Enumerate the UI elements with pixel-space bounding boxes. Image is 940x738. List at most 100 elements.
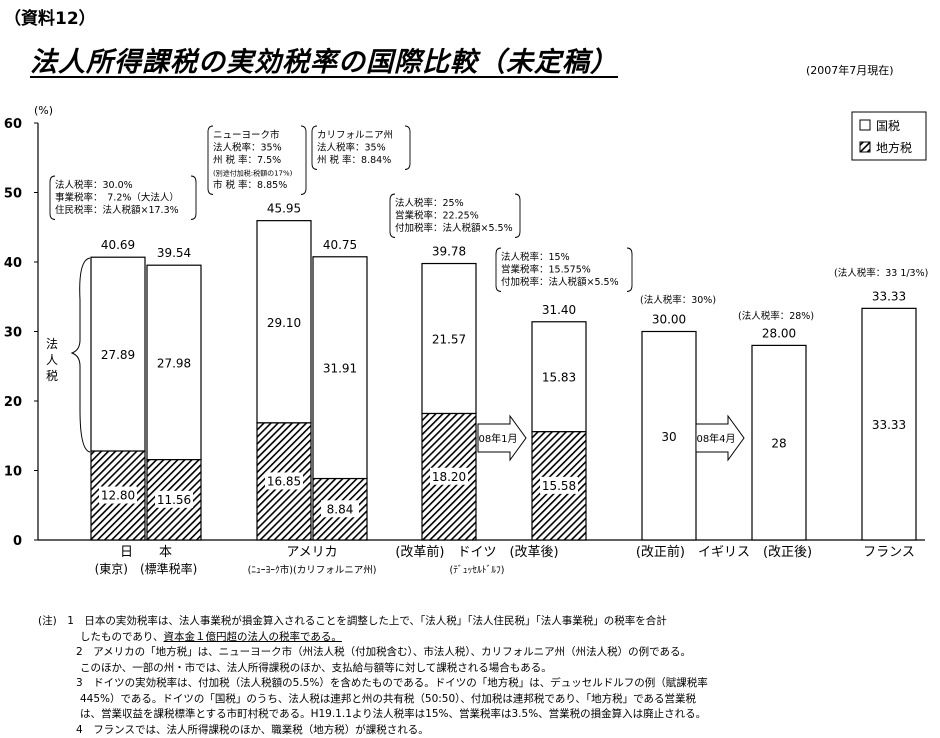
transition-arrow: 08年4月 xyxy=(696,416,744,460)
bar-local-label: 11.56 xyxy=(155,491,193,508)
annotation-callout: 法人税率：15%営業税率：15.575%付加税率：法人税額×5.5% xyxy=(496,248,632,292)
bar-total-value: 30.00 xyxy=(652,313,686,327)
y-tick-label: 20 xyxy=(4,395,22,410)
callout-line: 住民税率：法人税額×17.3% xyxy=(55,204,179,216)
note-text: このほか、一部の州・市では、法人所得課税のほか、支払給与額等に対して課税される場… xyxy=(80,662,552,674)
annotation-callout: (法人税率：33 1/3%) xyxy=(834,267,928,279)
callout-line: 法人税率：35% xyxy=(317,142,386,154)
note-line: (注) 1 日本の実効税率は、法人事業税が損金算入されることを調整した上で、「法… xyxy=(38,614,708,630)
bar-local-label: 16.85 xyxy=(265,472,303,489)
annotation-callout: 法人税率：25%営業税率：22.25%付加税率：法人税額×5.5% xyxy=(390,194,520,238)
annotation-callout: (法人税率：30%) xyxy=(640,294,716,306)
bar-local-label: 18.20 xyxy=(430,468,468,485)
bar-local-value: 16.85 xyxy=(267,474,301,488)
bar-total-value: 31.40 xyxy=(542,303,576,317)
callout-line: 営業税率：22.25% xyxy=(395,210,479,222)
bar-national-value: 27.98 xyxy=(157,356,191,370)
note-text: ドイツの実効税率は、付加税（法人税額の5.5%）を含めたものである。ドイツの「地… xyxy=(93,677,708,689)
bar-national-value: 30 xyxy=(661,430,676,444)
bar-total-value: 40.69 xyxy=(101,238,135,252)
category-label: アメリカ (ﾆｭｰﾖｰｸ市)(カリフォルニア州) xyxy=(248,545,377,576)
callout-bracket-right xyxy=(627,248,632,292)
bar-national-value: 33.33 xyxy=(872,418,906,432)
callout-line: 法人税率：35% xyxy=(213,142,282,154)
note-text: は、営業収益を課税標準とする市町村税である。H19.1.1より法人税率は15%、… xyxy=(80,708,706,720)
bar-total-value: 39.78 xyxy=(432,245,466,259)
bar-total-value: 28.00 xyxy=(762,326,796,340)
callout-line: カリフォルニア州 xyxy=(317,130,393,141)
callout-bracket-right xyxy=(515,194,520,238)
note-text: 445%）である。ドイツの「国税」のうち、法人税は連邦と州の共有税（50:50）… xyxy=(80,693,696,705)
callout-line: 州 税 率：8.84% xyxy=(317,154,391,166)
callout-line: 市 税 率：8.85% xyxy=(213,179,287,191)
y-tick-label: 30 xyxy=(4,326,22,341)
note-line: 3 ドイツの実効税率は、付加税（法人税額の5.5%）を含めたものである。ドイツの… xyxy=(38,676,708,692)
category-main-label: フランス xyxy=(863,545,915,560)
note-text: 日本の実効税率は、法人事業税が損金算入されることを調整した上で、「法人税」「法人… xyxy=(84,615,666,627)
note-line: は、営業収益を課税標準とする市町村税である。H19.1.1より法人税率は15%、… xyxy=(38,707,708,723)
bar-national-value: 29.10 xyxy=(267,316,301,330)
callout-bracket-right xyxy=(405,126,410,170)
callout-line: 法人税率：15% xyxy=(501,251,570,263)
note-number: 4 xyxy=(76,724,83,736)
callout-line: 営業税率：15.575% xyxy=(501,264,591,276)
bar-local-value: 15.58 xyxy=(542,479,576,493)
category-label: (改正前) イギリス (改正後) xyxy=(636,544,812,560)
category-label: (改革前) ドイツ (改革後)(ﾃﾞｭｯｾﾙﾄﾞﾙﾌ) xyxy=(395,544,558,576)
bar-national-value: 21.57 xyxy=(432,333,466,347)
category-main-label: (改正前) イギリス (改正後) xyxy=(636,544,812,560)
note-line: 2 アメリカの「地方税」は、ニューヨーク市（州法人税（付加税含む）、市法人税）、… xyxy=(38,645,708,661)
bar-local-value: 8.84 xyxy=(327,502,354,516)
bar-local-value: 12.80 xyxy=(101,489,135,503)
note-text: アメリカの「地方税」は、ニューヨーク市（州法人税（付加税含む）、市法人税）、カリ… xyxy=(93,646,691,658)
bar-total-value: 45.95 xyxy=(267,202,301,216)
note-underlined-text: 資本金１億円超の法人の税率である。 xyxy=(163,631,341,643)
callout-line: 州 税 率：7.5% xyxy=(213,154,281,166)
y-tick-label: 40 xyxy=(4,256,22,271)
brace-label-char: 法 xyxy=(46,337,58,351)
bar-total-value: 40.75 xyxy=(323,238,357,252)
note-number: 2 xyxy=(76,646,83,658)
legend-swatch-local xyxy=(860,142,870,152)
callout-line: ニューヨーク市 xyxy=(213,129,280,141)
bar-local-value: 11.56 xyxy=(157,493,191,507)
category-sub-label: (ﾃﾞｭｯｾﾙﾄﾞﾙﾌ) xyxy=(450,565,505,576)
bar-local-label: 15.58 xyxy=(540,477,578,494)
y-axis-unit: (%) xyxy=(34,104,53,117)
callout-line: (法人税率：30%) xyxy=(640,294,716,306)
callout-line: (法人税率：33 1/3%) xyxy=(834,267,928,279)
callout-line: 付加税率：法人税額×5.5% xyxy=(395,222,513,234)
legend-swatch-national xyxy=(860,120,870,130)
bar-local-value: 18.20 xyxy=(432,470,466,484)
category-main-label: 日 本 xyxy=(120,545,172,560)
arrow-label: 08年4月 xyxy=(696,432,735,445)
bar-national-value: 27.89 xyxy=(101,348,135,362)
callout-bracket-right xyxy=(301,126,306,195)
callout-line: 事業税率： 7.2%（大法人） xyxy=(55,192,179,204)
callout-bracket-right xyxy=(191,176,196,220)
legend-label-national: 国税 xyxy=(876,119,900,133)
y-tick-label: 50 xyxy=(4,187,22,202)
brace-label: 法人税 xyxy=(46,337,58,383)
bar-local-label: 12.80 xyxy=(99,487,137,504)
bar-total-value: 39.54 xyxy=(157,246,191,260)
callout-line: 法人税率：30.0% xyxy=(55,179,133,191)
callout-line: (法人税率：28%) xyxy=(738,310,814,322)
arrow-label: 08年1月 xyxy=(478,432,517,445)
y-tick-label: 0 xyxy=(13,534,22,549)
callout-line: 付加税率：法人税額×5.5% xyxy=(501,276,619,288)
y-tick-label: 10 xyxy=(4,465,22,480)
note-number: 3 xyxy=(76,677,83,689)
bar-national-value: 31.91 xyxy=(323,362,357,376)
notes-section: (注) 1 日本の実効税率は、法人事業税が損金算入されることを調整した上で、「法… xyxy=(38,614,708,738)
category-sub-label: (ﾆｭｰﾖｰｸ市)(カリフォルニア州) xyxy=(248,564,377,576)
category-main-label: アメリカ xyxy=(286,545,337,560)
category-label: 日 本(東京) (標準税率) xyxy=(95,545,198,576)
annotation-callout: 法人税率：30.0%事業税率： 7.2%（大法人）住民税率：法人税額×17.3% xyxy=(50,176,196,220)
annotation-callout: (法人税率：28%) xyxy=(738,310,814,322)
note-number: (注) 1 xyxy=(38,615,74,627)
note-line: 445%）である。ドイツの「国税」のうち、法人税は連邦と州の共有税（50:50）… xyxy=(38,692,708,708)
note-text: したものであり、 xyxy=(80,631,163,643)
